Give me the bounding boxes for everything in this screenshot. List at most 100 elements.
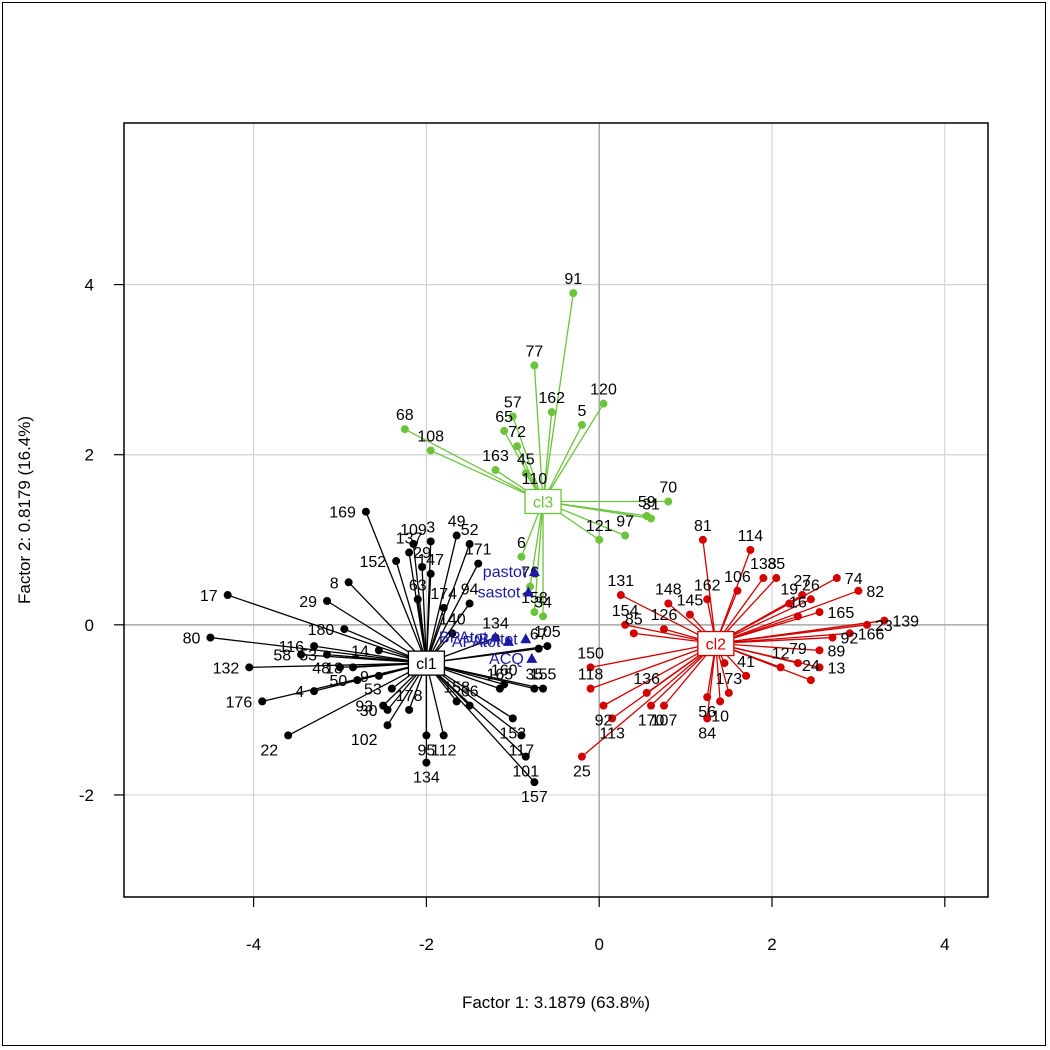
point-cl1	[426, 537, 435, 546]
point-label: 180	[308, 622, 335, 639]
grid	[124, 123, 988, 897]
point-label: 53	[299, 648, 317, 665]
point-label: 3	[426, 519, 435, 536]
point-cl1	[465, 540, 474, 549]
point-label: 174	[430, 586, 457, 603]
point-label: 82	[866, 584, 884, 601]
point-label: 22	[260, 742, 278, 759]
point-label: 92	[840, 631, 858, 648]
point-label: 113	[599, 725, 625, 742]
point-cl1	[284, 731, 293, 740]
variable-label: ACQ	[489, 651, 524, 668]
plot-border	[123, 122, 989, 898]
variable-marker	[522, 586, 534, 597]
point-cl1	[387, 684, 396, 693]
y-tick-label: -2	[79, 786, 94, 805]
point-label: 140	[439, 611, 466, 628]
point-cl3	[513, 442, 522, 451]
point-label: 57	[504, 394, 522, 411]
point-cl2	[724, 688, 733, 697]
point-label: 112	[431, 742, 457, 759]
point-label: 147	[417, 552, 444, 569]
point-label: 12	[772, 645, 790, 662]
point-cl1	[258, 697, 267, 706]
star-line-cl3	[404, 428, 544, 503]
point-cl2	[785, 599, 794, 608]
point-cl3	[508, 412, 517, 421]
point-cl2	[599, 701, 608, 710]
point-cl1	[448, 629, 457, 638]
star-line-cl1	[425, 563, 479, 664]
point-label: 77	[526, 343, 544, 360]
point-cl1	[374, 671, 383, 680]
point-label: 131	[607, 573, 634, 590]
point-cl1	[340, 625, 349, 634]
point-label: 6	[517, 535, 526, 552]
star-line-cl1	[313, 645, 427, 664]
point-cl2	[703, 714, 712, 723]
point-cl2	[586, 684, 595, 693]
star-line-cl2	[715, 624, 868, 645]
point-cl3	[400, 425, 409, 434]
point-label: 16	[789, 594, 807, 611]
point-label: 91	[564, 271, 582, 288]
point-cl2	[815, 608, 824, 617]
star-line-cl2	[715, 636, 833, 645]
point-label: 169	[329, 505, 356, 522]
point-cl2	[759, 574, 768, 583]
point-label: 148	[655, 582, 682, 599]
point-label: 101	[512, 764, 539, 781]
point-cl1	[323, 650, 332, 659]
point-cl2	[845, 629, 854, 638]
variable-marker	[520, 633, 532, 644]
point-cl1	[543, 642, 552, 651]
point-label: 48	[312, 660, 330, 677]
point-label: 85	[625, 611, 643, 628]
point-label: 157	[521, 789, 548, 806]
star-line-cl1	[227, 594, 427, 664]
point-label: 93	[355, 699, 373, 716]
point-cl2	[720, 659, 729, 668]
point-cl2	[798, 591, 807, 600]
point-label: 30	[360, 703, 378, 720]
point-label: 170	[638, 713, 665, 730]
star-line-cl2	[603, 642, 717, 707]
point-cl3	[599, 399, 608, 408]
point-cl2	[698, 535, 707, 544]
star-line-cl2	[702, 539, 717, 644]
star-line-cl2	[590, 642, 716, 668]
point-cl1	[405, 548, 414, 557]
point-label: 97	[616, 514, 634, 531]
centroid-label: cl3	[533, 494, 554, 511]
centroid-box-cl2	[697, 630, 735, 657]
point-cl3	[426, 446, 435, 455]
point-label: 27	[793, 573, 811, 590]
point-cl1	[245, 663, 254, 672]
point-label: 162	[538, 390, 565, 407]
point-cl1	[474, 559, 483, 568]
point-cl3	[647, 514, 656, 523]
point-cl2	[664, 599, 673, 608]
point-cl2	[806, 676, 815, 685]
point-cl1	[413, 595, 422, 604]
point-label: 8	[330, 575, 339, 592]
star-line-cl1	[426, 647, 539, 664]
point-cl2	[793, 659, 802, 668]
star-line-cl3	[542, 424, 583, 502]
point-cl1	[439, 603, 448, 612]
point-cl2	[733, 586, 742, 595]
centroid-box-cl3	[524, 488, 562, 515]
point-cl3	[664, 497, 673, 506]
point-cl1	[539, 684, 548, 693]
variable-label: BAtot	[479, 631, 519, 648]
point-cl2	[703, 693, 712, 702]
star-line-cl1	[210, 636, 427, 664]
point-label: 29	[299, 594, 317, 611]
point-label: 66	[461, 684, 479, 701]
point-cl1	[508, 714, 517, 723]
point-cl1	[418, 562, 427, 571]
point-label: 166	[858, 626, 885, 643]
point-label: 13	[828, 660, 846, 677]
